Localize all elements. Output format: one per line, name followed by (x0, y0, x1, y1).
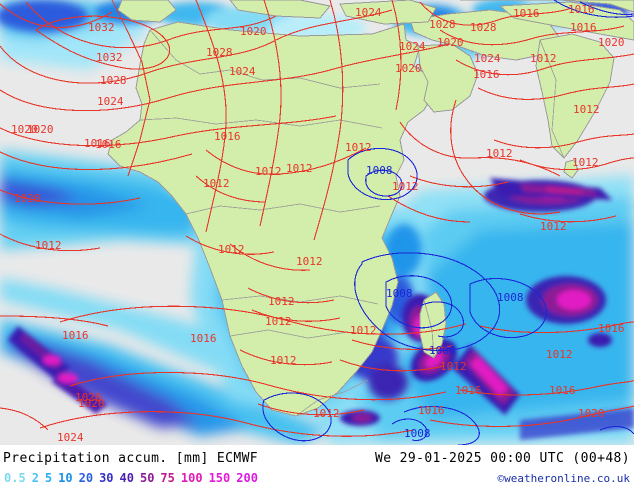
isobar-label: 1020 (578, 407, 605, 420)
isobar-label: 1032 (96, 51, 123, 64)
isobar-label: 1020 (11, 123, 38, 136)
isobar-label: 1016 (513, 7, 540, 20)
isobar-label: 1020 (598, 36, 625, 49)
legend-tick-20[interactable]: 20 (78, 471, 94, 485)
isobar-label: 1008 (429, 344, 456, 357)
isobar-label: 1012 (265, 315, 292, 328)
map-footer: Precipitation accum. [mm] ECMWF We 29-01… (0, 445, 634, 490)
isobar-label: 1020 (437, 36, 464, 49)
isobar-label: 1016 (418, 404, 445, 417)
isobar-label: 1024 (399, 40, 426, 53)
isobar-label: 1020 (75, 391, 102, 404)
isobar-label: 1012 (546, 348, 573, 361)
isobar-label: 1020 (27, 123, 54, 136)
isobar-label: 1012 (440, 360, 467, 373)
legend-tick-40[interactable]: 40 (119, 471, 134, 485)
isobar-label: 1012 (286, 162, 313, 175)
isobar-label: 1008 (497, 291, 524, 304)
legend-tick-75[interactable]: 75 (160, 471, 175, 485)
isobars-low (262, 0, 634, 445)
isobar-label: 1024 (355, 6, 382, 19)
isobar-label: 1024 (229, 65, 256, 78)
isobar-label: 1020 (395, 62, 422, 75)
isobar-label: 1016 (62, 329, 89, 342)
isobar-label: 1028 (429, 18, 456, 31)
isobar-label: 1024 (474, 52, 501, 65)
legend-tick-2[interactable]: 2 (31, 471, 39, 485)
isobar-label: 1008 (366, 164, 393, 177)
legend-tick-50[interactable]: 50 (139, 471, 155, 485)
isobar-label: 1012 (313, 407, 340, 420)
isobar-label: 1012 (350, 324, 377, 337)
isobar-label: 1016 (549, 384, 576, 397)
copyright-notice: ©weatheronline.co.uk (497, 472, 630, 485)
isobar-label: 1016 (214, 130, 241, 143)
valid-time-stamp: We 29-01-2025 00:00 UTC (00+48) (374, 451, 630, 466)
legend-tick-150[interactable]: 150 (208, 471, 231, 485)
legend-tick-0_5[interactable]: 0.5 (4, 471, 26, 485)
isobars-high (0, 0, 634, 437)
isobar-label: 1012 (296, 255, 323, 268)
isobar-label: 1024 (97, 95, 124, 108)
isobar-label: 1032 (88, 21, 115, 34)
isobar-label: 1012 (345, 141, 372, 154)
isobar-label: 1016 (568, 3, 595, 16)
isobar-label: 1012 (255, 165, 282, 178)
isobar-label: 1008 (404, 427, 431, 440)
isobar-label: 1012 (530, 52, 557, 65)
isobar-label: 1012 (540, 220, 567, 233)
precipitation-map[interactable]: 1032 1032 1028 1024 1020 1016 1020 1028 1024 1024… (0, 0, 634, 445)
isobar-label: 1016 (473, 68, 500, 81)
isobar-label: 1012 (268, 295, 295, 308)
legend-tick-10[interactable]: 10 (58, 471, 73, 485)
legend-tick-100[interactable]: 100 (180, 471, 203, 485)
legend-tick-200[interactable]: 200 (236, 471, 258, 485)
isobar-label: 1012 (392, 180, 419, 193)
isobar-label: 1016 (190, 332, 217, 345)
isobar-label: 1016 (84, 137, 111, 150)
isobar-label: 1012 (203, 177, 230, 190)
isobar-label: 1020 (78, 397, 105, 410)
isobar-label: 1020 (240, 25, 267, 38)
isobar-label: 1028 (100, 74, 127, 87)
isobar-label: 1012 (486, 147, 513, 160)
isobar-label: 1008 (386, 287, 413, 300)
isobar-label: 1016 (455, 384, 482, 397)
legend-tick-5[interactable]: 5 (44, 471, 53, 485)
isobar-label: 1012 (270, 354, 297, 367)
legend-color-scale[interactable]: 0.5 2 5 10 20 30 40 50 75 100 150 200 (4, 471, 258, 485)
isobar-label: 1028 (470, 21, 497, 34)
isobar-label: 1012 (35, 239, 62, 252)
isobar-label: 1028 (206, 46, 233, 59)
isobar-label: 1012 (573, 103, 600, 116)
isobar-label: 1012 (572, 156, 599, 169)
isobar-label: 1012 (218, 243, 245, 256)
legend-tick-30[interactable]: 30 (99, 471, 114, 485)
isobar-label: 1016 (95, 138, 122, 151)
map-title: Precipitation accum. [mm] ECMWF (3, 451, 259, 466)
isobar-label: 1016 (570, 21, 597, 34)
isobar-label: 1016 (598, 322, 625, 335)
isobar-label-layer: 1032 1032 1028 1024 1020 1016 1020 1028 1024 1024… (11, 3, 625, 444)
isobar-label: 1024 (57, 431, 84, 444)
isobar-label: 1020 (14, 192, 41, 205)
map-canvas (0, 0, 634, 445)
